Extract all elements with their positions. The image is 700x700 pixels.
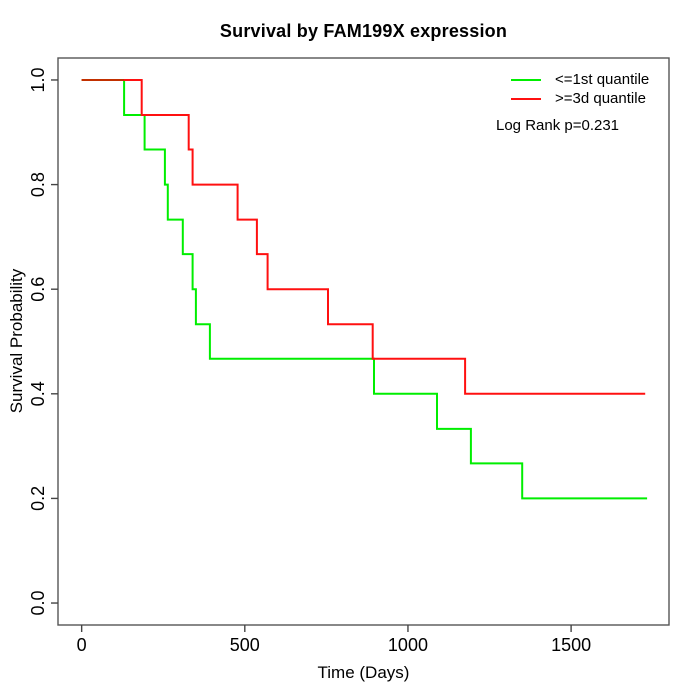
- legend: <=1st quantile >=3d quantile Log Rank p=…: [496, 70, 649, 134]
- legend-line-red: [511, 97, 541, 100]
- legend-line-green: [511, 78, 541, 81]
- y-tick-label: 0.0: [28, 591, 48, 616]
- survival-curve-low-green: [81, 79, 648, 500]
- x-tick-label: 0: [77, 635, 87, 655]
- legend-label-high-expression: >=3d quantile: [555, 90, 646, 107]
- plot-box: [57, 57, 670, 626]
- chart-title: Survival by FAM199X expression: [219, 21, 508, 41]
- x-tick-label: 1000: [388, 635, 428, 655]
- y-tick-label: 1.0: [28, 67, 48, 92]
- log-rank-annotation: Log Rank p=0.231: [496, 117, 620, 134]
- legend-item-low-expression: <=1st quantile: [496, 70, 649, 89]
- y-tick-label: 0.2: [28, 486, 48, 511]
- x-tick-label: 500: [230, 635, 260, 655]
- y-tick-label: 0.8: [28, 172, 48, 197]
- survival-curve-high-red: [81, 79, 646, 395]
- legend-label-low-expression: <=1st quantile: [555, 71, 650, 88]
- x-tick-label: 1500: [551, 635, 591, 655]
- y-tick-label: 0.4: [28, 381, 48, 406]
- legend-item-high-expression: >=3d quantile: [496, 89, 649, 108]
- y-tick-label: 0.6: [28, 277, 48, 302]
- x-axis-label: Time (Days): [317, 663, 410, 682]
